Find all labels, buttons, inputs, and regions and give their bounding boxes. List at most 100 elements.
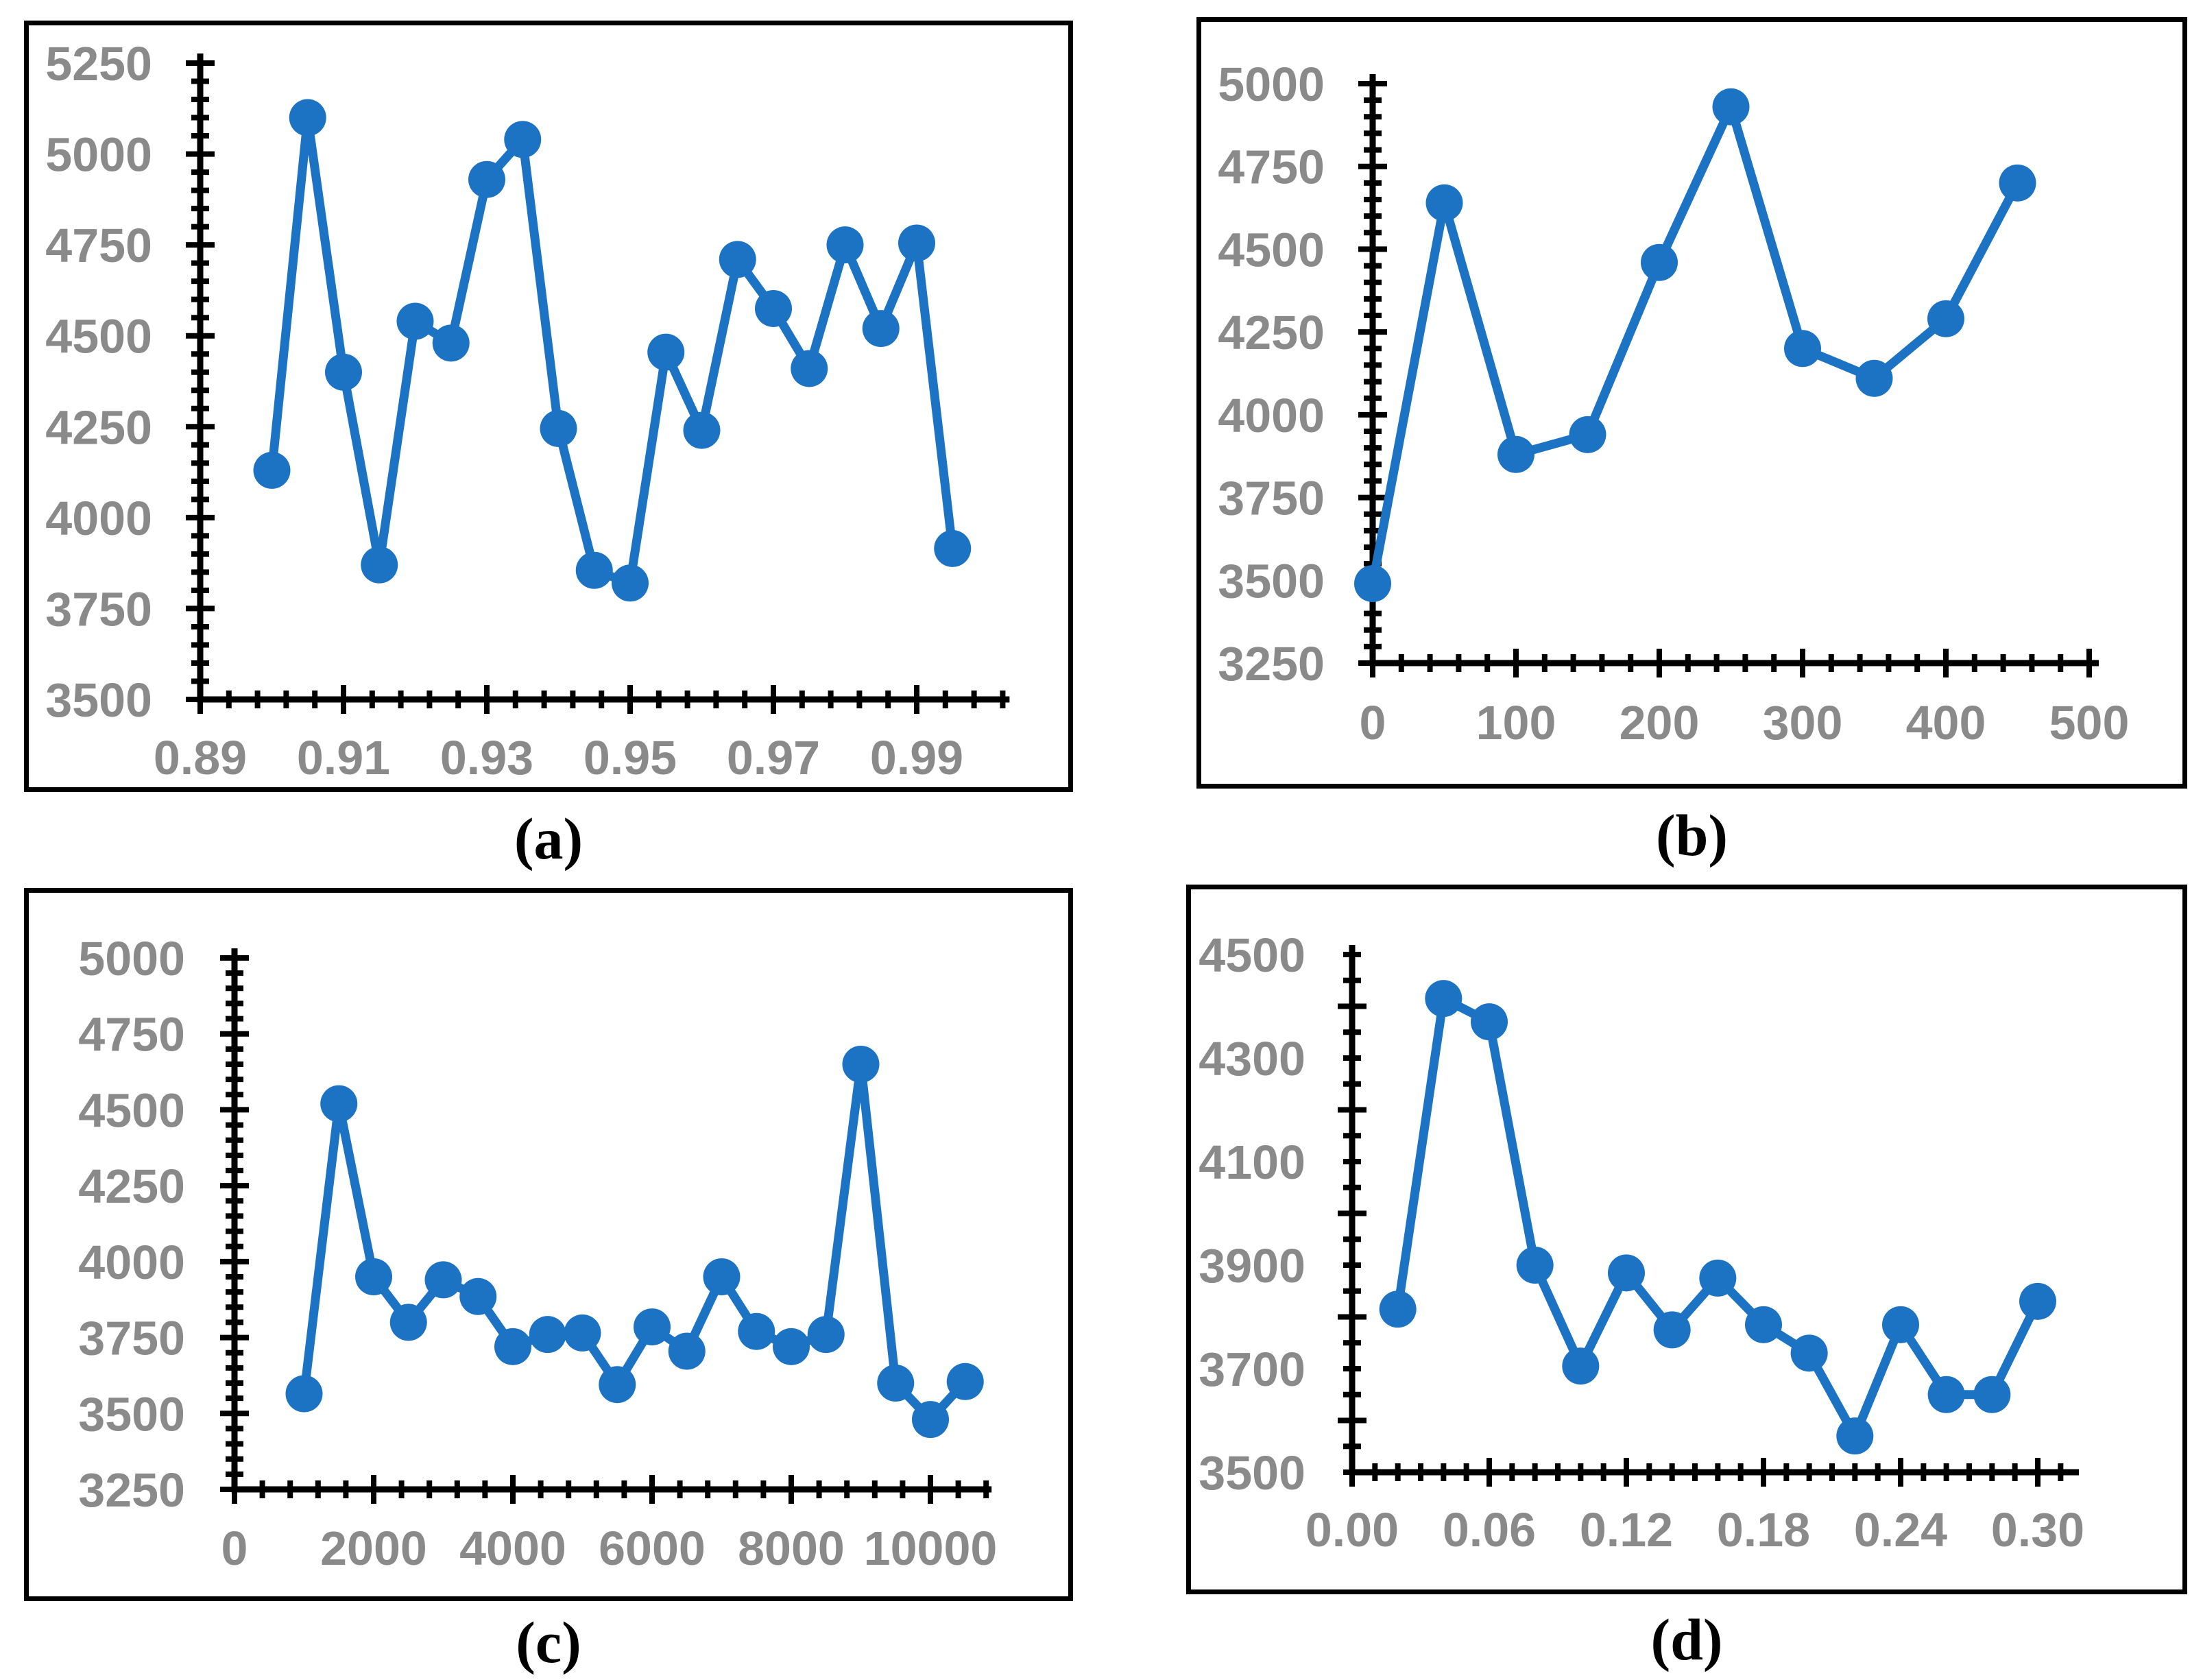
data-point (1744, 1306, 1782, 1343)
data-point (1699, 1259, 1737, 1297)
y-tick-label: 4500 (1199, 928, 1305, 982)
y-tick-label: 5250 (45, 37, 152, 91)
data-point (459, 1277, 497, 1315)
series-line (1393, 994, 2043, 1441)
data-point (1607, 1254, 1645, 1292)
y-tick-label: 3500 (1218, 554, 1325, 608)
panel-c: 3250 3500 3750 4000 4250 4500 4750 5000 0 2000 400… (24, 888, 1073, 1601)
data-point (1855, 359, 1893, 397)
axes (231, 948, 992, 1493)
series-markers (1379, 980, 2056, 1455)
x-tick-label: 0.00 (1305, 1503, 1399, 1557)
data-point (285, 1375, 323, 1413)
data-point (612, 564, 649, 602)
y-tick-label: 5000 (45, 128, 152, 182)
data-point (2019, 1282, 2056, 1320)
y-tick-label: 3750 (45, 582, 152, 636)
y-tick-label: 3500 (1199, 1446, 1305, 1500)
data-point (807, 1316, 845, 1354)
data-point (934, 529, 972, 567)
y-tick-label: 3900 (1199, 1239, 1305, 1293)
x-tick-label: 100 (1476, 696, 1556, 749)
data-point (325, 353, 362, 391)
data-point (877, 1365, 915, 1402)
chart-a-canvas: 3500 3750 4000 4250 4500 4750 5000 5250 0.89 0.91… (45, 37, 1010, 784)
data-point (647, 333, 685, 371)
data-point (738, 1312, 775, 1350)
axes (1369, 74, 2099, 667)
x-ticks (232, 1475, 989, 1504)
y-ticks (1358, 81, 1387, 666)
data-point (289, 99, 326, 136)
data-point (1354, 565, 1391, 603)
data-point (1973, 1376, 2011, 1413)
x-tick-label: 10000 (864, 1522, 998, 1575)
y-tick-label: 3250 (78, 1463, 185, 1517)
data-point (1569, 416, 1606, 453)
series-markers (1354, 88, 2036, 603)
panel-d: 3500 3700 3900 4100 4300 4500 0.00 0.06 0.12 0.18… (1186, 885, 2187, 1594)
data-point (668, 1332, 706, 1370)
caption-a: (a) (514, 806, 583, 872)
x-tick-label: 0.91 (297, 731, 390, 784)
series-markers (285, 1046, 984, 1439)
x-tick-labels: 0 2000 4000 6000 8000 10000 (221, 1522, 998, 1575)
series-line (1368, 102, 2022, 588)
data-point (946, 1363, 984, 1400)
chart-b-canvas: 3250 3500 3750 4000 4250 4500 4750 5000 0 100 200 3… (1218, 58, 2129, 749)
y-tick-label: 4500 (45, 310, 152, 363)
data-point (683, 411, 721, 449)
y-tick-label: 3700 (1199, 1343, 1305, 1396)
data-point (1712, 88, 1750, 125)
y-tick-labels: 3250 3500 3750 4000 4250 4500 4750 5000 (78, 932, 185, 1517)
data-point (529, 1316, 566, 1354)
chart-c-canvas: 3250 3500 3750 4000 4250 4500 4750 5000 0 2000 400… (78, 932, 998, 1575)
y-tick-label: 4300 (1199, 1032, 1305, 1085)
x-ticks (1370, 649, 2092, 677)
chart-d-canvas: 3500 3700 3900 4100 4300 4500 0.00 0.06 0.12 0.18… (1199, 928, 2084, 1557)
y-tick-label: 3750 (78, 1312, 185, 1365)
x-tick-labels: 0.89 0.91 0.93 0.95 0.97 0.99 (154, 731, 963, 784)
data-point (773, 1328, 810, 1365)
y-tick-labels: 3500 3700 3900 4100 4300 4500 (1199, 928, 1305, 1500)
data-point (1516, 1247, 1554, 1284)
panel-b: 3250 3500 3750 4000 4250 4500 4750 5000 0 100 200 3… (1196, 17, 2187, 789)
data-point (564, 1314, 601, 1352)
y-tick-label: 4000 (78, 1236, 185, 1289)
y-tick-label: 4250 (1218, 306, 1325, 359)
data-point (862, 310, 900, 348)
x-tick-label: 8000 (738, 1522, 845, 1575)
data-point (253, 451, 291, 489)
x-tick-label: 4000 (459, 1522, 566, 1575)
data-point (504, 121, 542, 158)
data-point (1425, 184, 1463, 221)
data-point (1784, 330, 1821, 368)
y-tick-labels: 3250 3500 3750 4000 4250 4500 4750 5000 (1218, 58, 1325, 691)
data-point (791, 350, 828, 387)
caption-d: (d) (1650, 1607, 1723, 1672)
data-point (1927, 300, 1964, 337)
data-point (1562, 1347, 1600, 1385)
y-tick-label: 4250 (45, 400, 152, 454)
data-point (898, 224, 935, 262)
y-tick-label: 4500 (1218, 223, 1325, 276)
data-point (634, 1308, 671, 1346)
data-point (1497, 435, 1534, 473)
y-tick-label: 4100 (1199, 1136, 1305, 1189)
x-tick-label: 0.06 (1443, 1503, 1536, 1557)
x-tick-label: 0.30 (1991, 1503, 2084, 1557)
y-tick-label: 4250 (78, 1160, 185, 1213)
caption-c: (c) (516, 1609, 581, 1675)
data-point (468, 160, 505, 198)
x-tick-label: 400 (1906, 696, 1986, 749)
x-tick-label: 0 (1360, 696, 1386, 749)
series-line (300, 1059, 970, 1424)
data-point (1999, 164, 2036, 202)
x-ticks (1349, 1458, 2064, 1487)
x-tick-label: 0.12 (1580, 1503, 1673, 1557)
data-point (432, 324, 470, 362)
data-point (540, 409, 577, 447)
x-tick-label: 0.18 (1717, 1503, 1810, 1557)
y-tick-label: 4500 (78, 1083, 185, 1137)
x-tick-label: 0.97 (727, 731, 820, 784)
